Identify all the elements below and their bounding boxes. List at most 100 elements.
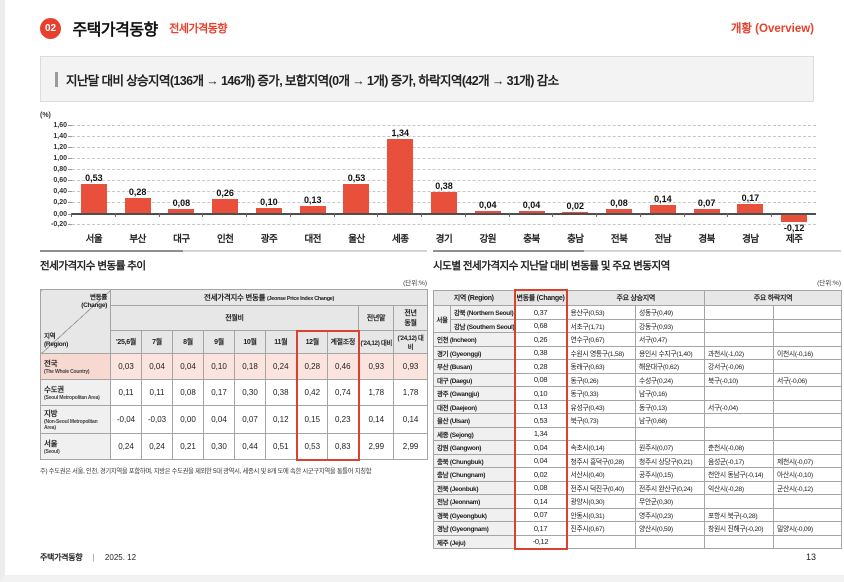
chart-bar-column: 0,14 xyxy=(639,125,685,224)
month-col-header-seasonal: 계절조정 xyxy=(327,329,360,354)
y-tick-label: 0,80 xyxy=(53,166,67,173)
index-value-cell: 0,14 xyxy=(358,405,394,434)
up-region-cell: 양산시(0,59) xyxy=(635,521,706,536)
chart-gridline: 1,20 xyxy=(53,144,816,151)
chart-bar-column: 0,08 xyxy=(596,125,641,224)
index-value-cell: 0,08 xyxy=(172,379,204,406)
chart-gridline: 1,40 xyxy=(53,133,816,140)
change-value-cell: 0,26 xyxy=(513,332,568,347)
chart-bar xyxy=(80,183,107,213)
up-regions-header: 주요 상승지역 xyxy=(566,289,706,306)
down-region-cell xyxy=(773,332,843,347)
index-value-cell: 0,74 xyxy=(327,379,360,406)
down-region-cell: 강서구(-0,06) xyxy=(704,359,775,374)
down-region-cell xyxy=(773,305,843,320)
province-group-label: 서울 xyxy=(433,305,451,333)
chart-gridline: 0,60 xyxy=(53,177,816,184)
province-label: 경남 (Gyeongnam) xyxy=(432,521,516,536)
province-label: 전북 (Jeonbuk) xyxy=(432,480,516,495)
chart-bar-value: 0,13 xyxy=(303,194,322,205)
region-name-en: (Non-Seoul Metropolitan Area) xyxy=(44,419,98,431)
change-value-cell: 0,14 xyxy=(513,494,568,509)
index-value-cell: 2,99 xyxy=(392,433,429,460)
chart-x-axis-labels: 서울 부산 대구 인천 광주 대전 울산 세종 경기 강원 충북 충남 전북 전남 경북 경남 제주 xyxy=(72,231,816,245)
up-region-cell: 북구(0,73) xyxy=(566,413,637,428)
chart-bar-column: 0,17 xyxy=(727,125,772,224)
chart-x-label: 전북 xyxy=(610,234,628,245)
province-table-row: 충북 (Chungbuk) 0,04 청주시 흥덕구(0,28) 청주시 상당구(0,… xyxy=(432,453,843,468)
index-value-cell: 0,18 xyxy=(234,353,266,380)
index-value-cell: 1,78 xyxy=(392,379,429,406)
corner-region-label: 지역 (Region) xyxy=(44,332,68,348)
change-value-cell: 0,08 xyxy=(513,372,568,387)
chart-x-label: 울산 xyxy=(348,234,365,245)
corner-change-label: 변동률 (Change) xyxy=(81,294,107,310)
chart-bar xyxy=(255,207,282,213)
chart-bar-value: 0,02 xyxy=(566,200,585,211)
index-value-cell: 0,93 xyxy=(358,353,394,380)
province-label: 경기 (Gyeonggi) xyxy=(432,345,516,360)
down-region-cell xyxy=(773,534,843,549)
index-value-cell: 0,24 xyxy=(141,433,173,460)
province-table-row: 강원 (Gangwon) 0,04 속초시(0,14) 원주시(0,07) 춘천시(-0… xyxy=(432,440,843,455)
province-table-row: 광주 (Gwangju) 0,10 동구(0,33) 남구(0,16) xyxy=(432,386,843,401)
down-regions-header: 주요 하락지역 xyxy=(704,289,843,306)
change-value-cell: 0,04 xyxy=(513,440,568,455)
index-value-cell: 0,11 xyxy=(110,379,142,406)
down-region-cell xyxy=(773,359,843,374)
chart-bar-column: 0,13 xyxy=(289,125,335,224)
footer-date: 2025. 12 xyxy=(104,553,137,562)
corner-cell: 변동률 (Change) 지역 (Region) xyxy=(40,289,111,354)
index-table-row: 지방 (Non-Seoul Metropolitan Area) -0,04 -0,0… xyxy=(40,405,429,434)
month-col-header: 11월 xyxy=(265,330,297,354)
chart-bar-value: 0,53 xyxy=(85,172,103,183)
index-value-cell: 2,99 xyxy=(358,433,394,460)
chart-bar xyxy=(562,211,589,213)
chart-bar-column: 0,02 xyxy=(552,125,597,224)
vs-prev-year-end-label: ('24,12) 대비 xyxy=(358,330,394,354)
index-value-cell: 0,93 xyxy=(392,353,429,380)
chart-x-label: 경기 xyxy=(435,234,453,245)
index-value-cell: 0,28 xyxy=(295,353,328,380)
province-table-row: 서울 강북 (Northern Seoul) 0,37 용산구(0,53) 성동구(0,… xyxy=(433,305,843,333)
province-label: 대구 (Daegu) xyxy=(432,372,516,387)
chart-bar-column: 0,53 xyxy=(71,125,116,224)
chart-x-label: 서울 xyxy=(85,234,103,245)
chart-bar-value: 0,08 xyxy=(610,197,628,208)
down-region-cell xyxy=(773,399,843,414)
chart-bar xyxy=(212,198,239,213)
chart-x-label: 세종 xyxy=(392,234,409,245)
up-region-cell: 영주시(0,23) xyxy=(635,507,706,522)
region-name: 서울 xyxy=(44,439,58,448)
summary-marker-bar xyxy=(55,71,58,87)
province-label: 울산 (Ulsan) xyxy=(432,413,516,428)
chart-x-label: 대구 xyxy=(173,234,190,245)
region-name-en: (The Whole Country) xyxy=(44,369,90,375)
up-region-cell: 동구(0,33) xyxy=(566,386,637,401)
down-region-cell xyxy=(704,305,775,320)
chart-bar-value: 0,53 xyxy=(347,172,366,183)
index-value-cell: -0,04 xyxy=(110,405,142,434)
change-value-cell: 0,38 xyxy=(513,345,568,360)
page-title: 주택가격동향 xyxy=(72,22,158,39)
month-col-header: 7월 xyxy=(141,330,173,354)
province-change-table: 지역 (Region) 변동률 (Change) 주요 상승지역 주요 하락지역… xyxy=(432,289,843,550)
up-region-cell: 수원시 영통구(1,58) xyxy=(566,345,637,360)
change-value-cell: 0,53 xyxy=(513,413,568,428)
chart-x-label: 경남 xyxy=(742,234,759,245)
index-value-cell: 0,51 xyxy=(265,433,297,460)
regional-change-bar-chart: (%) 1,60 1,40 1,20 1,00 0,80 0,60 0,40 0,20 0,00… xyxy=(40,112,816,245)
down-region-cell xyxy=(773,413,843,428)
chart-x-label: 충남 xyxy=(567,234,584,245)
index-value-cell: -0,03 xyxy=(141,405,173,434)
province-label: 경북 (Gyeongbuk) xyxy=(432,507,516,522)
chart-bars: 0,53 0,28 0,08 0,26 0,10 0,13 0,53 1,34 0,38 0,04… xyxy=(71,125,816,233)
change-value-cell: 0,07 xyxy=(513,507,568,522)
chart-bar-column: -0,12 xyxy=(771,125,816,233)
right-unit-label: (단위:%) xyxy=(817,280,841,287)
up-region-cell: 안동시(0,31) xyxy=(566,507,637,522)
down-region-cell: 과천시(-1,02) xyxy=(704,345,775,360)
up-region-cell: 해운대구(0,62) xyxy=(635,359,706,374)
summary-text: 지난달 대비 상승지역(136개 → 146개) 증가, 보합지역(0개 → 1… xyxy=(66,73,559,88)
